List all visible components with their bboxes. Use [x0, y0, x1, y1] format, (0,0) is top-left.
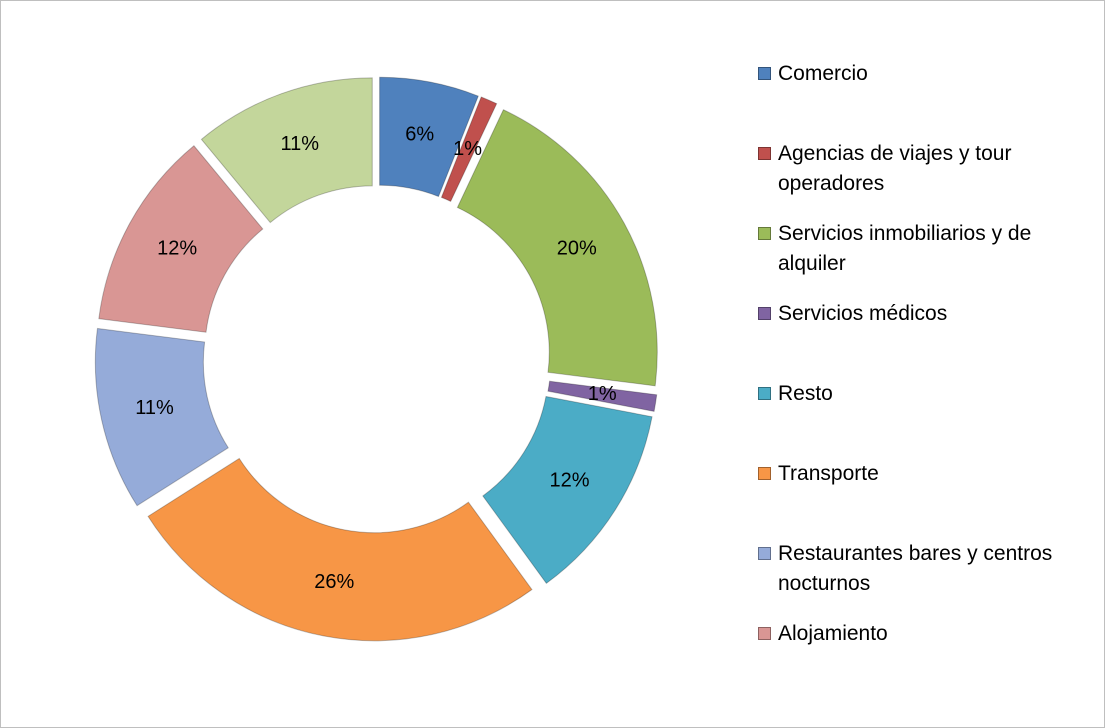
legend-entry: Resto	[758, 379, 1088, 409]
legend-swatch	[758, 387, 771, 400]
slice	[547, 380, 658, 412]
data-label: 20%	[557, 237, 597, 259]
legend-entry: Comercio	[758, 59, 1088, 89]
slice	[440, 96, 498, 203]
slice	[482, 395, 653, 585]
legend-entry: Servicios médicos	[758, 299, 1088, 329]
data-label: 12%	[157, 237, 197, 259]
data-label: 12%	[549, 469, 589, 491]
legend-swatch	[758, 227, 771, 240]
data-label: 11%	[280, 133, 319, 155]
slice	[147, 457, 533, 642]
legend-entry: Restaurantes bares y centros nocturnos	[758, 539, 1088, 599]
legend-swatch	[758, 147, 771, 160]
data-label: 6%	[405, 123, 434, 145]
legend-entry: Servicios inmobiliarios y de alquiler	[758, 219, 1088, 279]
legend-swatch	[758, 627, 771, 640]
legend-entry: Alojamiento	[758, 619, 1088, 649]
legend-label: Resto	[778, 382, 833, 405]
data-label: 26%	[314, 571, 354, 593]
slice	[379, 76, 479, 198]
data-label: 11%	[135, 397, 174, 419]
slice	[98, 145, 264, 333]
slice	[94, 327, 229, 507]
legend-entry: Agencias de viajes y tour operadores	[758, 139, 1088, 199]
legend-entry: Transporte	[758, 459, 1088, 489]
data-label: 1%	[453, 138, 482, 160]
legend-label: Comercio	[778, 62, 868, 85]
legend-label: Alojamiento	[778, 622, 888, 645]
legend-swatch	[758, 67, 771, 80]
legend-label: Restaurantes bares y centros nocturnos	[778, 542, 1053, 595]
legend-label: Servicios inmobiliarios y de alquiler	[778, 222, 1032, 275]
slice	[456, 109, 658, 387]
donut-chart: 6% 1% 20% 1% 12% 26% 11% 12% 11%	[94, 76, 658, 642]
legend-swatch	[758, 467, 771, 480]
legend-swatch	[758, 547, 771, 560]
data-label: 1%	[588, 383, 617, 405]
legend-label: Servicios médicos	[778, 302, 948, 325]
legend-label: Transporte	[778, 462, 879, 485]
legend-label: Agencias de viajes y tour operadores	[778, 142, 1012, 195]
legend-swatch	[758, 307, 771, 320]
slice	[200, 77, 373, 224]
